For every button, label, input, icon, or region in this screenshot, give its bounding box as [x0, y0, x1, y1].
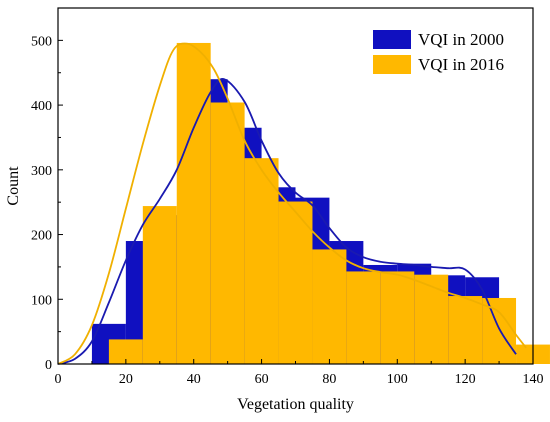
x-tick-label: 100 — [387, 372, 408, 387]
legend-label-vqi-2016: VQI in 2016 — [418, 55, 504, 74]
bar-vqi-2016-65 — [278, 201, 313, 364]
x-axis-title: Vegetation quality — [237, 396, 354, 413]
y-axis-title: Count — [5, 166, 22, 206]
bar-vqi-2016-25 — [142, 206, 177, 364]
legend: VQI in 2000 VQI in 2016 — [373, 30, 504, 74]
bar-vqi-2016-95 — [380, 271, 415, 364]
bar-vqi-2016-45 — [210, 102, 245, 364]
density-curves-layer — [57, 42, 527, 365]
bar-vqi-2016-115 — [448, 296, 483, 364]
x-tick-label: 120 — [455, 372, 476, 387]
y-tick-label: 400 — [31, 99, 52, 114]
x-tick-label: 60 — [255, 372, 269, 387]
y-tick-label: 300 — [31, 164, 52, 179]
y-tick-label: 200 — [31, 229, 52, 244]
y-tick-label: 500 — [31, 34, 52, 49]
legend-label-vqi-2000: VQI in 2000 — [418, 30, 504, 49]
density-curve-vqi-2016 — [57, 42, 527, 365]
x-tick-label: 40 — [187, 372, 201, 387]
ticks-layer: 0 20 40 60 80 100 120 140 0 100 200 300 400 500 — [31, 34, 544, 387]
y-tick-label: 0 — [45, 358, 52, 373]
bar-vqi-2016-75 — [312, 249, 347, 364]
bar-vqi-2016-55 — [244, 158, 279, 364]
bar-vqi-2016-125 — [482, 297, 517, 364]
x-tick-label: 0 — [55, 372, 62, 387]
legend-swatch-vqi-2016 — [373, 55, 411, 74]
bar-vqi-2016-85 — [346, 271, 381, 364]
x-tick-label: 20 — [119, 372, 133, 387]
x-tick-label: 80 — [322, 372, 336, 387]
bar-vqi-2016-105 — [414, 274, 449, 364]
bars-layer — [91, 42, 550, 364]
density-curve-vqi-2000 — [57, 78, 517, 365]
y-tick-label: 100 — [31, 293, 52, 308]
bar-vqi-2016-35 — [176, 42, 211, 364]
x-tick-label: 140 — [523, 372, 544, 387]
legend-swatch-vqi-2000 — [373, 30, 411, 49]
